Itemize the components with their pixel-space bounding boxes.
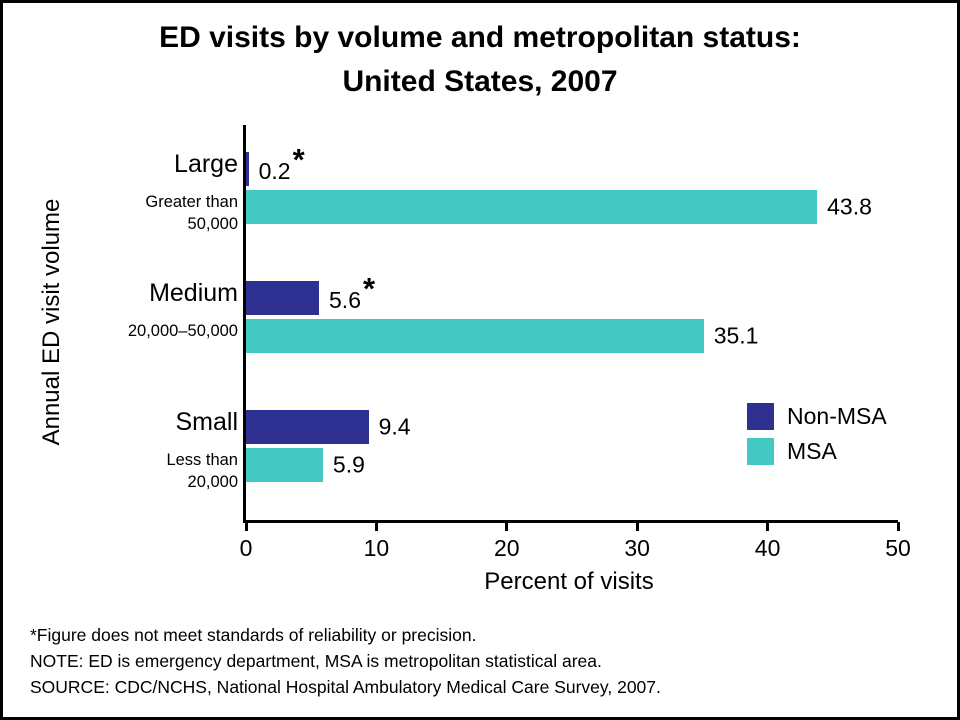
- footnotes: *Figure does not meet standards of relia…: [30, 622, 661, 700]
- x-axis-tick: [505, 522, 509, 531]
- reliability-asterisk: *: [292, 142, 305, 177]
- bar-value-label: 9.4: [379, 414, 411, 441]
- x-axis-tick: [635, 522, 639, 531]
- bar-value-text: 5.9: [332, 451, 365, 478]
- reliability-asterisk: *: [363, 271, 376, 306]
- x-axis-tick-label: 40: [754, 535, 781, 561]
- category-name: Medium: [149, 279, 238, 307]
- category-range-medium: 20,000–50,000: [0, 321, 238, 343]
- x-axis-tick: [766, 522, 770, 531]
- bar-nonmsa-large: [246, 152, 249, 186]
- bar-value-text: 5.6: [329, 287, 361, 313]
- x-axis-tick-label: 20: [494, 535, 520, 561]
- bar-value-label: 35.1: [714, 323, 759, 350]
- x-axis-tick: [244, 522, 248, 531]
- bar-value-label: 5.6*: [329, 271, 375, 316]
- category-range-small: Less than 20,000: [0, 450, 238, 493]
- category-name: Small: [175, 408, 238, 436]
- legend-swatch-non-msa: [747, 403, 774, 430]
- category-label-large: Large: [0, 148, 238, 180]
- x-axis-tick: [896, 522, 900, 531]
- footnote-reliability: *Figure does not meet standards of relia…: [30, 625, 477, 645]
- legend: Non-MSA MSA: [747, 403, 887, 473]
- x-axis-tick: [374, 522, 378, 531]
- category-label-small: Small: [0, 406, 238, 438]
- chart-title-line1: ED visits by volume and metropolitan sta…: [159, 21, 801, 54]
- x-axis-title: Percent of visits: [484, 568, 654, 595]
- footnote-source: SOURCE: CDC/NCHS, National Hospital Ambu…: [30, 677, 661, 697]
- bar-msa-small: [246, 448, 323, 482]
- category-label-medium: Medium: [0, 277, 238, 309]
- chart-title: ED visits by volume and metropolitan sta…: [0, 16, 960, 104]
- x-axis-tick-label: 10: [363, 535, 390, 561]
- category-name: Large: [174, 150, 238, 178]
- category-range-line: Less than: [166, 451, 238, 469]
- bar-nonmsa-small: [246, 410, 369, 444]
- bar-value-text: 0.2: [258, 158, 291, 184]
- category-range-line: 20,000: [187, 472, 238, 491]
- category-range-line: Greater than: [145, 193, 238, 211]
- bar-value-label: 0.2*: [258, 142, 305, 187]
- bar-value-label: 43.8: [827, 194, 872, 221]
- category-range-line: 20,000–50,000: [127, 322, 238, 340]
- bar-value-text: 9.4: [378, 413, 411, 440]
- legend-label-msa: MSA: [787, 438, 837, 464]
- bar-msa-medium: [246, 319, 704, 353]
- legend-swatch-msa: [747, 438, 774, 465]
- bar-value-text: 43.8: [827, 193, 872, 220]
- legend-label-non-msa: Non-MSA: [787, 403, 887, 429]
- chart-title-line2: United States, 2007: [342, 65, 618, 98]
- plot-area: Large Greater than 50,000 0.2* 43.8 Medium 20,…: [128, 125, 911, 561]
- bar-value-text: 35.1: [713, 322, 759, 349]
- bar-nonmsa-medium: [246, 281, 320, 315]
- footnote-note: NOTE: ED is emergency department, MSA is…: [30, 651, 602, 671]
- legend-item-non-msa: Non-MSA: [747, 403, 887, 430]
- x-axis-tick-label: 0: [239, 535, 253, 561]
- bar-msa-large: [246, 190, 818, 224]
- x-axis-tick-label: 30: [624, 535, 650, 561]
- category-range-large: Greater than 50,000: [0, 192, 238, 235]
- legend-item-msa: MSA: [747, 438, 887, 465]
- category-range-line: 50,000: [187, 214, 238, 233]
- x-axis-tick-label: 50: [885, 535, 911, 561]
- bar-value-label: 5.9: [333, 452, 365, 479]
